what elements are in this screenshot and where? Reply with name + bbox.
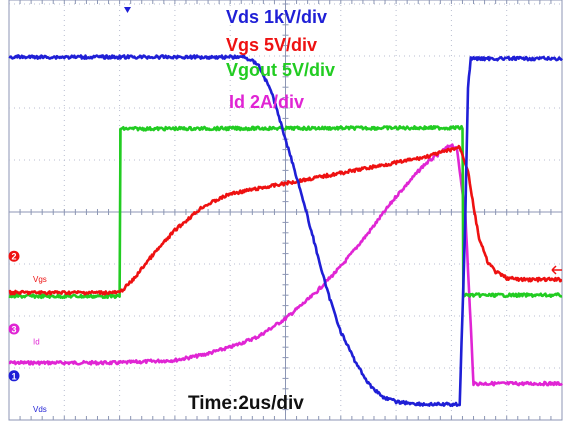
trace-tag-group: Vgs Id Vds — [33, 275, 47, 414]
trace-group — [8, 54, 564, 407]
legend-entry: Id 2A/div — [229, 92, 304, 112]
legend-entry: Vds 1kV/div — [226, 7, 327, 27]
legend-entry: Vgout 5V/div — [226, 60, 335, 80]
legend-entry: Vgs 5V/div — [226, 35, 317, 55]
trace-vds — [8, 54, 564, 407]
trigger-level-marker — [551, 265, 562, 275]
trace-vgout — [8, 124, 563, 300]
trace-vgs — [8, 144, 563, 296]
trace-tag-vgs: Vgs — [33, 275, 47, 284]
x-axis-label: Time:2us/div — [188, 393, 304, 414]
channel-marker-3 — [8, 323, 20, 335]
trace-tag-vds: Vds — [33, 405, 47, 414]
channel-marker-label: 2 — [11, 252, 16, 262]
channel-marker-label: 3 — [11, 325, 16, 335]
channel-marker-label: 1 — [11, 371, 16, 381]
trace-tag-id: Id — [33, 338, 40, 347]
trace-id — [8, 143, 564, 387]
channel-marker-1 — [8, 370, 20, 382]
trigger-position-marker — [124, 7, 131, 13]
channel-marker-group: 2 3 1 — [8, 250, 20, 382]
legend: Vds 1kV/div Vgs 5V/div Vgout 5V/div Id 2A/d… — [226, 7, 335, 112]
channel-marker-2 — [8, 250, 20, 262]
